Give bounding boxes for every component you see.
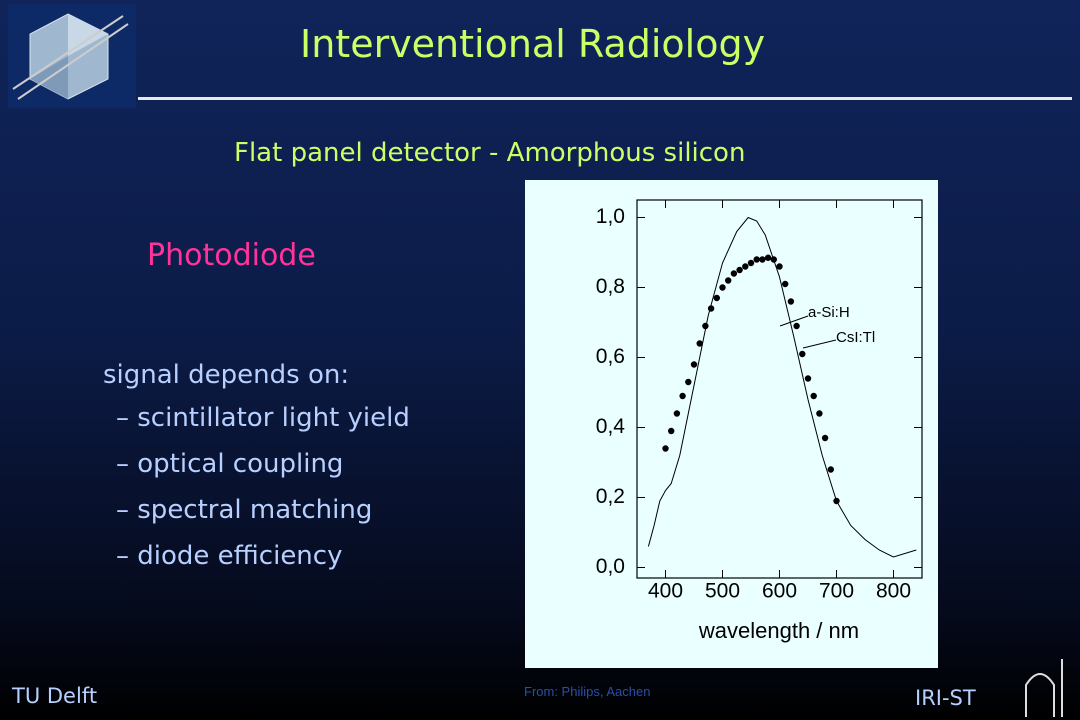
list-item: – optical coupling [116, 449, 344, 479]
x-tick-label: 400 [648, 580, 683, 603]
title: Interventional Radiology [300, 22, 766, 66]
list-item: – diode efficiency [116, 541, 343, 571]
data-point [662, 445, 669, 452]
x-axis-label: wavelength / nm [698, 618, 859, 643]
data-point [736, 266, 743, 274]
data-point [747, 259, 755, 267]
series-label: CsI:Tl [836, 329, 875, 346]
x-tick-label: 700 [819, 580, 854, 603]
chart-panel [525, 180, 938, 668]
data-point [730, 270, 738, 277]
data-point [764, 254, 772, 261]
logo [8, 4, 136, 108]
y-tick-label: 0,4 [596, 415, 626, 438]
data-point [759, 256, 766, 263]
data-point [713, 294, 720, 302]
data-point [821, 434, 829, 442]
data-point [679, 392, 686, 400]
data-point [696, 340, 703, 347]
data-point [793, 322, 800, 330]
y-tick-label: 0,0 [596, 555, 625, 578]
data-point [827, 466, 834, 473]
data-point [804, 375, 812, 382]
data-point [685, 378, 692, 386]
data-point [742, 263, 749, 270]
data-point [702, 322, 709, 330]
list-item: – spectral matching [116, 495, 373, 525]
x-tick-label: 800 [876, 580, 911, 603]
chart: wavelength / nm a-Si:H CsI:Tl 0,0 0,2 0,4 0… [525, 180, 938, 668]
data-point [787, 298, 795, 305]
data-point [782, 280, 789, 288]
footer-right: IRI-ST [915, 686, 976, 710]
subtitle: Flat panel detector - Amorphous silicon [234, 138, 746, 168]
data-point [690, 361, 698, 368]
footer-arch [1025, 659, 1063, 717]
data-point [799, 350, 806, 358]
data-point [673, 410, 681, 417]
footer-left: TU Delft [12, 684, 98, 708]
x-tick-label: 500 [705, 580, 740, 603]
series-label: a-Si:H [808, 304, 850, 321]
source: From: Philips, Aachen [524, 684, 651, 699]
data-point [816, 410, 823, 417]
y-tick-label: 1,0 [596, 205, 625, 228]
title-rule [138, 97, 1072, 100]
data-point [725, 277, 732, 284]
data-point [668, 427, 675, 435]
label-pointer [779, 315, 809, 327]
data-point [810, 392, 817, 400]
data-point [719, 284, 726, 291]
y-tick-label: 0,6 [596, 345, 625, 368]
data-point [753, 256, 760, 263]
label-pointer [802, 339, 837, 349]
x-tick-label: 600 [762, 580, 797, 603]
y-tick-label: 0,2 [596, 485, 625, 508]
list-intro: signal depends on: [103, 360, 350, 390]
data-point [776, 263, 783, 270]
series-line [647, 216, 917, 558]
list-item: – scintillator light yield [116, 403, 410, 433]
heading: Photodiode [147, 238, 316, 273]
y-tick-label: 0,8 [596, 275, 625, 298]
